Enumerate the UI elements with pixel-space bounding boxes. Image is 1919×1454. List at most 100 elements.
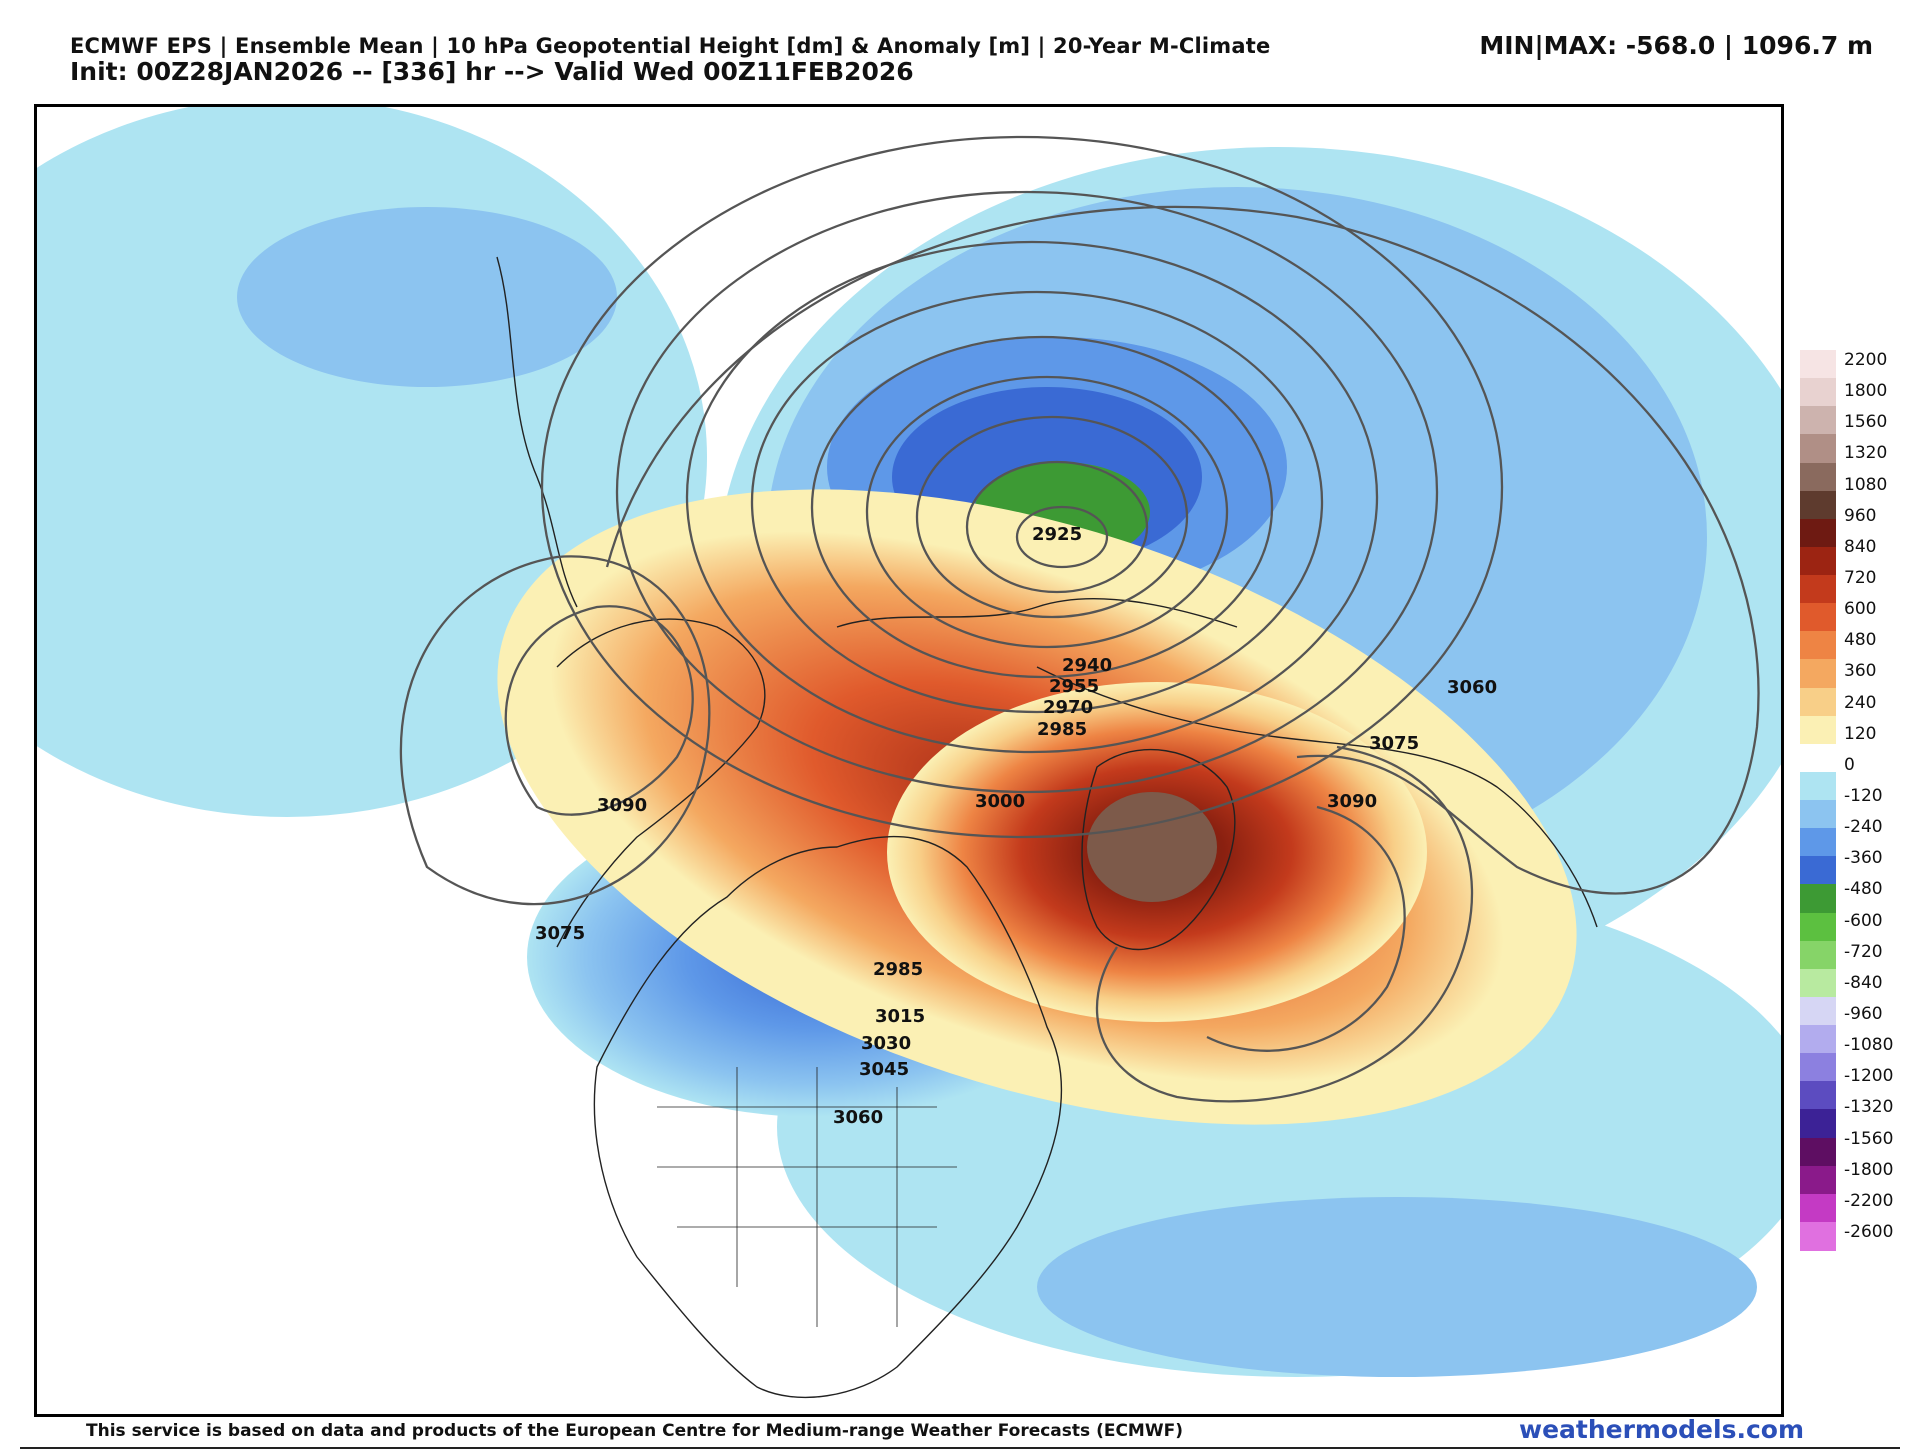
colorbar-swatch (1800, 1165, 1836, 1195)
contour-3075 (399, 555, 711, 906)
colorbar-label: 600 (1844, 599, 1877, 620)
contour-3090-east (1206, 805, 1406, 1052)
contour-label-layer: 2925 2940 2955 2970 2985 3000 3060 3075 … (535, 524, 1497, 1128)
colorbar-swatch (1800, 490, 1836, 520)
bottom-divider (20, 1447, 1900, 1449)
colorbar-label: 1080 (1844, 474, 1888, 495)
min-max-readout: MIN|MAX: -568.0 | 1096.7 m (1479, 31, 1873, 60)
colorbar-label: -360 (1844, 848, 1883, 869)
map-panel: 2925 2940 2955 2970 2985 3000 3060 3075 … (34, 104, 1784, 1417)
contour-label: 3090 (1327, 791, 1377, 812)
colorbar-swatch (1800, 659, 1836, 688)
map-subtitle-init-valid: Init: 00Z28JAN2026 -- [336] hr --> Valid… (70, 57, 914, 86)
contour-label: 2985 (1037, 719, 1087, 740)
brand-link[interactable]: weathermodels.com (1518, 1415, 1804, 1444)
colorbar-label: 1320 (1844, 443, 1888, 464)
colorbar-swatch (1800, 546, 1836, 576)
colorbar-label: 480 (1844, 630, 1877, 651)
colorbar-swatch (1800, 996, 1836, 1026)
contour-label: 2985 (873, 959, 923, 980)
siberia-coastline (836, 598, 1238, 628)
colorbar-swatch (1800, 575, 1836, 604)
colorbar-swatch (1800, 687, 1836, 717)
contour-label: 2925 (1032, 524, 1082, 545)
colorbar-swatch (1800, 378, 1836, 407)
colorbar-label: -2200 (1844, 1190, 1894, 1211)
contour-2925 (1015, 505, 1109, 569)
colorbar-swatch (1800, 518, 1836, 548)
colorbar-label: 2200 (1844, 350, 1888, 370)
colorbar-swatch (1800, 1221, 1836, 1251)
contour-label: 2940 (1062, 655, 1112, 676)
colorbar-label: -600 (1844, 910, 1883, 931)
contour-3090 (504, 605, 694, 816)
colorbar-swatch (1800, 1025, 1836, 1054)
colorbar-label: -960 (1844, 1004, 1883, 1024)
colorbar-label: -1200 (1844, 1066, 1894, 1087)
contour-3030 (615, 190, 1439, 794)
anomaly-fill-layer (37, 107, 1781, 1377)
colorbar-swatch (1800, 856, 1836, 885)
colorbar-swatch (1800, 968, 1836, 998)
contour-3075-east (1095, 745, 1474, 1103)
colorbar-label: 1560 (1844, 412, 1888, 433)
colorbar-swatch (1800, 631, 1836, 660)
colorbar-label: -720 (1844, 941, 1883, 962)
contour-3000 (750, 290, 1324, 714)
colorbar-swatch (1800, 350, 1836, 379)
contour-2955 (915, 415, 1189, 619)
contour-label: 3000 (975, 791, 1025, 812)
contour-label: 2955 (1049, 676, 1099, 697)
colorbar-label: -120 (1844, 786, 1883, 806)
colorbar-swatch (1800, 1053, 1836, 1082)
pacific-cold-core (237, 207, 617, 387)
colorbar-label: 120 (1844, 723, 1877, 744)
colorbar-label: -1320 (1844, 1097, 1894, 1118)
contour-3015 (685, 240, 1379, 754)
greenland-max-core (1087, 792, 1217, 902)
colorbar-legend: 2200 1800 1560 1320 1080 960 840 720 600 480 360 24… (1800, 350, 1919, 1251)
contour-label: 2970 (1043, 697, 1093, 718)
colorbar-label: -1560 (1844, 1128, 1894, 1149)
colorbar-label: 360 (1844, 661, 1877, 682)
north-america-coastline (593, 835, 1063, 1399)
contour-2970 (865, 375, 1229, 649)
colorbar-label: 0 (1844, 754, 1855, 775)
contour-label: 3060 (833, 1107, 883, 1128)
colorbar-label: 840 (1844, 536, 1877, 557)
asia-pacific-coastline (496, 256, 578, 608)
colorbar-swatch (1800, 462, 1836, 492)
colorbar-swatch (1800, 406, 1836, 435)
atlantic-cold-band-inner (1037, 1197, 1757, 1377)
ecmwf-attribution: This service is based on data and produc… (86, 1421, 1183, 1441)
colorbar-swatch (1800, 1137, 1836, 1167)
colorbar-swatch (1800, 603, 1836, 632)
contour-label: 3075 (535, 923, 585, 944)
contour-2940 (965, 460, 1149, 594)
colorbar-swatch (1800, 1193, 1836, 1223)
colorbar-swatch (1800, 1109, 1836, 1138)
eurasia-coastline (1036, 666, 1598, 928)
height-contours (399, 135, 1760, 1103)
colorbar-swatch (1800, 828, 1836, 857)
colorbar-swatch (1800, 1081, 1836, 1110)
greenland-coastline (1081, 748, 1236, 951)
colorbar-label: -240 (1844, 817, 1883, 838)
coastline-layer (496, 256, 1598, 1399)
contour-label: 3030 (861, 1033, 911, 1054)
colorbar-label: 240 (1844, 692, 1877, 713)
us-state-lines (657, 1067, 957, 1327)
contour-2985 (810, 335, 1274, 679)
colorbar-swatch (1800, 434, 1836, 463)
contour-3060 (605, 205, 1760, 895)
colorbar-swatch (1800, 884, 1836, 913)
contour-label: 3090 (597, 795, 647, 816)
colorbar-swatch (1800, 800, 1836, 829)
alaska-coastline (556, 618, 766, 948)
colorbar-label: 720 (1844, 568, 1877, 588)
colorbar-label: 1800 (1844, 381, 1888, 402)
contour-label: 3075 (1369, 733, 1419, 754)
map-canvas: 2925 2940 2955 2970 2985 3000 3060 3075 … (37, 107, 1781, 1399)
contour-label: 3060 (1447, 677, 1497, 698)
colorbar-label: -1800 (1844, 1159, 1894, 1180)
